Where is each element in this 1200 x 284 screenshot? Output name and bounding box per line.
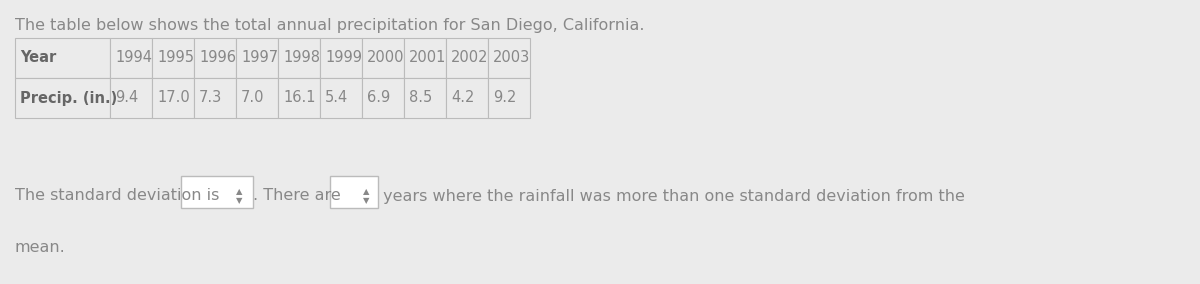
Text: Precip. (in.): Precip. (in.) xyxy=(20,91,118,105)
Bar xyxy=(446,38,488,78)
Text: mean.: mean. xyxy=(14,240,66,255)
Bar xyxy=(278,38,320,78)
Text: The standard deviation is: The standard deviation is xyxy=(14,189,224,204)
Text: ▲
▼: ▲ ▼ xyxy=(236,187,242,205)
Bar xyxy=(194,38,236,78)
Bar xyxy=(194,78,236,118)
Text: ▲
▼: ▲ ▼ xyxy=(362,187,370,205)
Bar xyxy=(278,78,320,118)
Text: 1999: 1999 xyxy=(325,51,362,66)
Bar xyxy=(110,38,152,78)
Bar xyxy=(236,78,278,118)
Text: 1996: 1996 xyxy=(199,51,236,66)
Bar xyxy=(488,78,530,118)
Bar xyxy=(362,38,404,78)
Text: 7.3: 7.3 xyxy=(199,91,222,105)
Text: . There are: . There are xyxy=(253,189,347,204)
Bar xyxy=(14,38,110,78)
Text: 8.5: 8.5 xyxy=(409,91,432,105)
Bar xyxy=(110,78,152,118)
Text: 2001: 2001 xyxy=(409,51,446,66)
Bar xyxy=(446,78,488,118)
Bar xyxy=(152,38,194,78)
Bar xyxy=(362,78,404,118)
Text: 2000: 2000 xyxy=(367,51,404,66)
Text: 7.0: 7.0 xyxy=(241,91,264,105)
Text: The table below shows the total annual precipitation for San Diego, California.: The table below shows the total annual p… xyxy=(14,18,644,33)
Text: years where the rainfall was more than one standard deviation from the: years where the rainfall was more than o… xyxy=(378,189,965,204)
Text: 16.1: 16.1 xyxy=(283,91,316,105)
Bar xyxy=(404,78,446,118)
Text: 4.2: 4.2 xyxy=(451,91,474,105)
Text: 2002: 2002 xyxy=(451,51,488,66)
Bar xyxy=(320,78,362,118)
Text: 1994: 1994 xyxy=(115,51,152,66)
Text: Year: Year xyxy=(20,51,56,66)
Bar xyxy=(181,176,253,208)
Text: 1997: 1997 xyxy=(241,51,278,66)
Bar xyxy=(152,78,194,118)
Text: 2003: 2003 xyxy=(493,51,530,66)
Text: 5.4: 5.4 xyxy=(325,91,348,105)
Text: 1995: 1995 xyxy=(157,51,194,66)
Text: 1998: 1998 xyxy=(283,51,320,66)
Bar xyxy=(488,38,530,78)
Text: 6.9: 6.9 xyxy=(367,91,390,105)
Text: 9.2: 9.2 xyxy=(493,91,516,105)
Text: 9.4: 9.4 xyxy=(115,91,138,105)
Bar xyxy=(14,78,110,118)
Bar xyxy=(236,38,278,78)
Text: 17.0: 17.0 xyxy=(157,91,190,105)
Bar xyxy=(320,38,362,78)
Bar xyxy=(404,38,446,78)
Bar xyxy=(330,176,378,208)
